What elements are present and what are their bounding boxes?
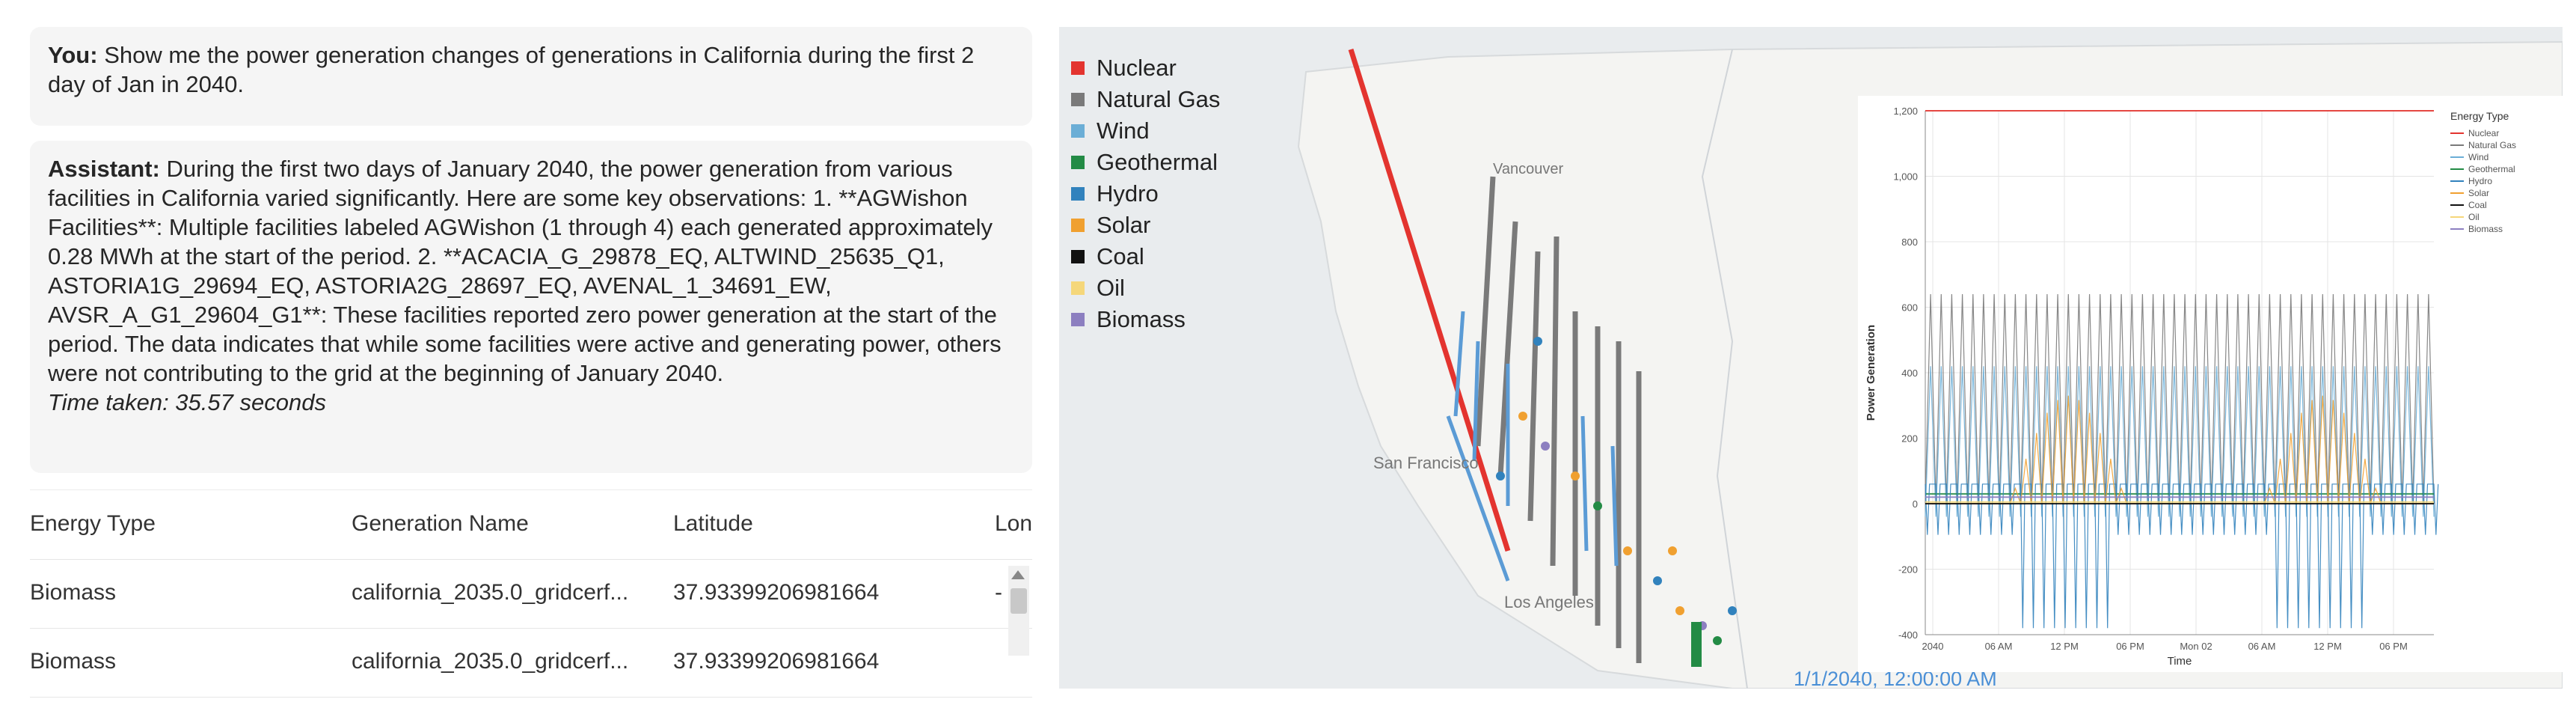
place-label-los-angeles: Los Angeles	[1504, 593, 1594, 611]
y-tick-label: 0	[1913, 498, 1918, 510]
chart-legend-title: Energy Type	[2450, 110, 2509, 122]
table-row[interactable]: Biomass california_2035.0_gridcerf... 37…	[30, 559, 1032, 629]
column-header-longitude[interactable]: Lon	[995, 511, 1032, 536]
map-legend: Nuclear Natural Gas Wind Geothermal Hydr…	[1071, 52, 1220, 335]
legend-item-natural-gas[interactable]: Natural Gas	[1071, 84, 1220, 115]
user-message: You: Show me the power generation change…	[30, 27, 1032, 126]
assistant-message-text: During the first two days of January 204…	[48, 156, 1002, 386]
x-tick-label: 12 PM	[2313, 641, 2342, 652]
column-header-latitude[interactable]: Latitude	[673, 511, 753, 536]
legend-item-geothermal[interactable]: Geothermal	[1071, 147, 1220, 178]
legend-swatch	[1071, 313, 1085, 326]
power-generation-chart: -400 -200 0 200 400 600 800 1,000 1,200 2040 06 AM…	[1858, 96, 2563, 672]
chart-legend-label: Natural Gas	[2468, 140, 2516, 150]
legend-item-coal[interactable]: Coal	[1071, 241, 1220, 272]
place-label-vancouver: Vancouver	[1493, 161, 1563, 177]
y-axis-label: Power Generation	[1865, 325, 1877, 421]
assistant-message: Assistant: During the first two days of …	[30, 141, 1032, 473]
state-border	[1701, 49, 1748, 689]
chart-svg: -400 -200 0 200 400 600 800 1,000 1,200 2040 06 AM…	[1865, 106, 2516, 668]
legend-item-nuclear[interactable]: Nuclear	[1071, 52, 1220, 84]
cell-generation-name: california_2035.0_gridcerf...	[352, 649, 629, 674]
cell-energy-type: Biomass	[30, 649, 117, 674]
legend-item-oil[interactable]: Oil	[1071, 272, 1220, 304]
legend-label: Geothermal	[1097, 149, 1218, 175]
nuclear-generation-bar	[1348, 48, 1511, 552]
assistant-label: Assistant:	[48, 156, 160, 182]
legend-item-wind[interactable]: Wind	[1071, 115, 1220, 147]
chart-legend-label: Geothermal	[2468, 164, 2515, 174]
chart-legend-label: Solar	[2468, 188, 2489, 198]
user-message-text: Show me the power generation changes of …	[48, 42, 975, 97]
series-line	[1925, 483, 2439, 629]
legend-item-biomass[interactable]: Biomass	[1071, 304, 1220, 335]
results-table: Energy Type Generation Name Latitude Lon…	[30, 489, 1032, 717]
legend-swatch	[1071, 93, 1085, 106]
wind-hydro-bars	[1446, 311, 1619, 582]
x-tick-label: 2040	[1922, 641, 1944, 652]
legend-swatch	[1071, 219, 1085, 232]
cell-generation-name: california_2035.0_gridcerf...	[352, 580, 629, 605]
legend-label: Biomass	[1097, 306, 1186, 332]
legend-item-solar[interactable]: Solar	[1071, 210, 1220, 241]
chart-legend-label: Oil	[2468, 212, 2480, 222]
time-taken: Time taken: 35.57 seconds	[48, 389, 326, 415]
cell-latitude: 37.93399206981664	[673, 580, 880, 605]
x-tick-label: 06 AM	[1985, 641, 2013, 652]
series-line	[1925, 366, 2435, 517]
legend-label: Solar	[1097, 212, 1151, 238]
generation-markers	[1496, 337, 1737, 667]
x-tick-label: 06 PM	[2116, 641, 2144, 652]
chart-legend-label: Nuclear	[2468, 128, 2499, 138]
scroll-up-arrow-icon[interactable]	[1011, 570, 1025, 579]
y-tick-label: 1,000	[1893, 171, 1918, 183]
legend-swatch	[1071, 61, 1085, 75]
y-tick-label: 400	[1901, 367, 1918, 379]
table-scroll-thumb[interactable]	[1011, 588, 1027, 614]
legend-item-hydro[interactable]: Hydro	[1071, 178, 1220, 210]
table-row[interactable]: Biomass california_2035.0_gridcerf... 37…	[30, 628, 1032, 698]
natural-gas-bars	[1475, 176, 1642, 663]
legend-label: Wind	[1097, 118, 1150, 144]
legend-label: Oil	[1097, 275, 1125, 301]
x-tick-label: 06 AM	[2248, 641, 2276, 652]
legend-label: Nuclear	[1097, 55, 1177, 81]
legend-label: Coal	[1097, 243, 1144, 269]
user-label: You:	[48, 42, 98, 68]
y-tick-label: -400	[1898, 629, 1918, 641]
legend-swatch	[1071, 281, 1085, 295]
column-header-generation-name[interactable]: Generation Name	[352, 511, 529, 536]
x-axis-label: Time	[2168, 655, 2192, 668]
legend-label: Hydro	[1097, 180, 1159, 207]
y-tick-label: -200	[1898, 564, 1918, 576]
y-tick-label: 800	[1901, 237, 1918, 248]
cell-longitude: -	[995, 580, 1002, 605]
legend-swatch	[1071, 187, 1085, 201]
legend-swatch	[1071, 124, 1085, 138]
x-tick-label: 12 PM	[2050, 641, 2079, 652]
legend-swatch	[1071, 250, 1085, 263]
x-tick-label: Mon 02	[2180, 641, 2212, 652]
chart-legend-label: Wind	[2468, 152, 2488, 162]
column-header-energy-type[interactable]: Energy Type	[30, 511, 156, 536]
chart-legend-label: Biomass	[2468, 224, 2503, 234]
table-header-row: Energy Type Generation Name Latitude Lon	[30, 490, 1032, 560]
cell-latitude: 37.93399206981664	[673, 649, 880, 674]
chart-legend-label: Coal	[2468, 200, 2487, 210]
x-tick-label: 06 PM	[2379, 641, 2408, 652]
y-tick-label: 1,200	[1893, 106, 1918, 117]
legend-swatch	[1071, 156, 1085, 169]
y-tick-label: 200	[1901, 433, 1918, 445]
chart-legend-label: Hydro	[2468, 176, 2492, 186]
place-label-san-francisco: San Francisco	[1373, 454, 1479, 472]
legend-label: Natural Gas	[1097, 86, 1221, 112]
cell-energy-type: Biomass	[30, 580, 117, 605]
y-tick-label: 600	[1901, 302, 1918, 314]
